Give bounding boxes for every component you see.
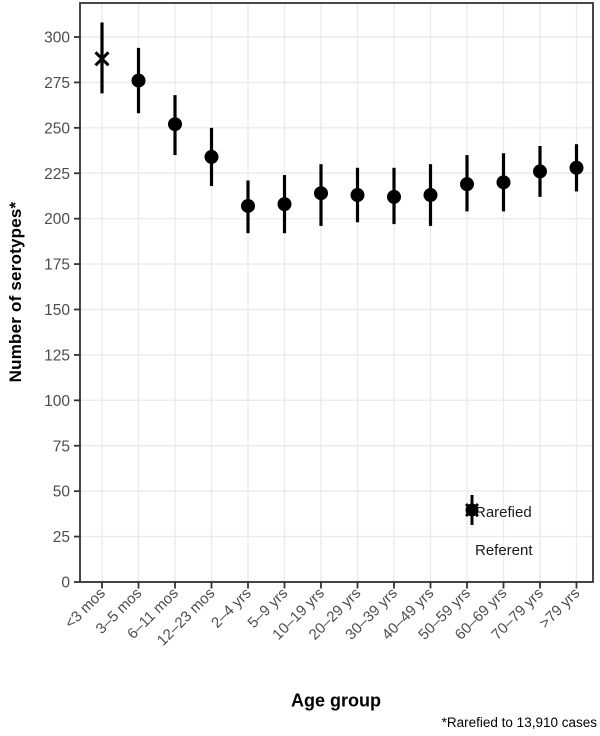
- x-tick-label: 2–4 yrs: [208, 585, 255, 632]
- data-point-rarefied: [314, 186, 328, 201]
- legend-item-referent: Referent: [462, 495, 533, 569]
- data-point-rarefied: [350, 188, 365, 203]
- legend-label-referent: Referent: [475, 541, 533, 559]
- y-tick-label: 0: [61, 575, 70, 592]
- y-tick-label: 100: [44, 393, 70, 410]
- panel-border: [79, 2, 594, 583]
- data-point-rarefied: [533, 164, 547, 179]
- x-tick-label: >79 yrs: [536, 585, 583, 632]
- data-point-rarefied: [131, 73, 146, 88]
- legend: Rarefied Referent: [462, 493, 533, 569]
- referent-key-icon: [465, 495, 479, 525]
- y-tick-label: 150: [44, 302, 70, 319]
- y-tick-label: 75: [53, 438, 70, 455]
- legend-label-rarefied: Rarefied: [475, 503, 532, 521]
- footnote: *Rarefied to 13,910 cases: [441, 715, 597, 730]
- y-tick-label: 50: [53, 484, 71, 501]
- data-point-rarefied: [241, 198, 255, 213]
- data-point-rarefied: [496, 175, 511, 190]
- data-point-rarefied: [423, 188, 438, 203]
- y-tick-label: 300: [44, 30, 70, 47]
- data-point-referent: [94, 51, 110, 67]
- y-tick-label: 250: [44, 120, 70, 137]
- y-tick-label: 275: [44, 75, 70, 92]
- y-tick-label: 225: [44, 166, 70, 183]
- y-tick-label: 200: [44, 211, 70, 228]
- data-point-rarefied: [569, 160, 584, 175]
- y-tick-label: 175: [44, 257, 70, 274]
- data-point-rarefied: [204, 149, 219, 164]
- y-axis-title: Number of serotypes*: [6, 201, 25, 383]
- data-point-rarefied: [277, 197, 292, 212]
- data-point-rarefied: [387, 189, 401, 204]
- data-point-rarefied: [460, 177, 474, 192]
- y-tick-label: 125: [44, 347, 70, 364]
- x-axis-title: Age group: [291, 690, 381, 711]
- y-tick-label: 25: [53, 529, 70, 546]
- data-point-rarefied: [168, 117, 182, 132]
